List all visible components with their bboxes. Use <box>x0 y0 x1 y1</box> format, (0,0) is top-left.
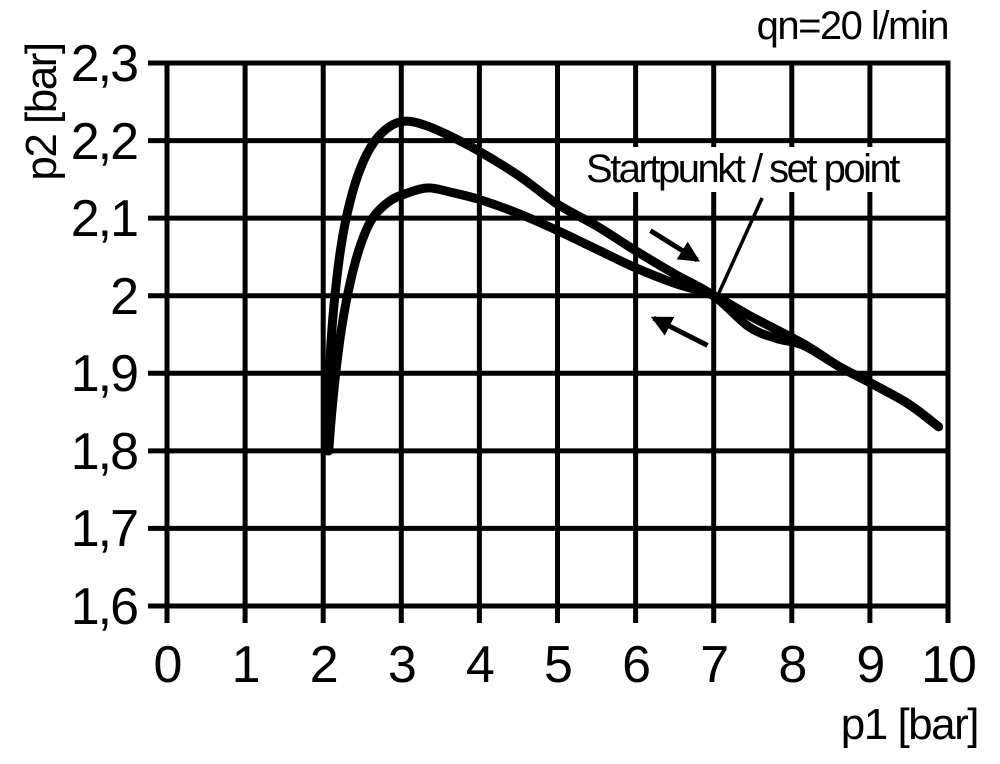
x-tick-label: 8 <box>778 636 807 694</box>
y-tick-label: 1,9 <box>70 345 139 404</box>
x-tick-label: 5 <box>544 636 573 694</box>
y-tick-label: 2,1 <box>70 190 139 249</box>
y-tick-label: 1,8 <box>70 422 139 481</box>
y-tick-label: 2 <box>110 267 139 326</box>
set-point-leader-line <box>716 197 764 295</box>
curves <box>322 116 944 456</box>
y-tick-label: 2,3 <box>70 35 139 94</box>
x-tick-label: 4 <box>465 636 495 694</box>
grid <box>148 60 951 623</box>
x-tick-label: 10 <box>921 636 977 694</box>
y-tick-label: 1,6 <box>70 578 139 637</box>
x-tick-label: 0 <box>153 636 183 694</box>
x-tick-label: 2 <box>309 636 339 694</box>
x-tick-label: 3 <box>387 636 417 694</box>
arrow-return-icon <box>650 315 709 348</box>
flow-rate-label: qn=20 l/min <box>756 4 950 48</box>
curve-return-decreasing-p1 <box>324 183 944 456</box>
annotations <box>649 197 764 348</box>
x-tick-label: 9 <box>856 636 885 694</box>
x-tick-label: 1 <box>231 636 261 694</box>
x-tick-label: 6 <box>622 636 651 694</box>
x-tick-label: 7 <box>700 636 729 694</box>
arrow-forward-icon <box>649 228 700 263</box>
set-point-label: Startpunkt / set point <box>582 147 902 192</box>
y-tick-label: 2,2 <box>70 112 139 171</box>
x-axis-title: p1 [bar] <box>840 700 980 749</box>
y-tick-label: 1,7 <box>70 500 139 559</box>
